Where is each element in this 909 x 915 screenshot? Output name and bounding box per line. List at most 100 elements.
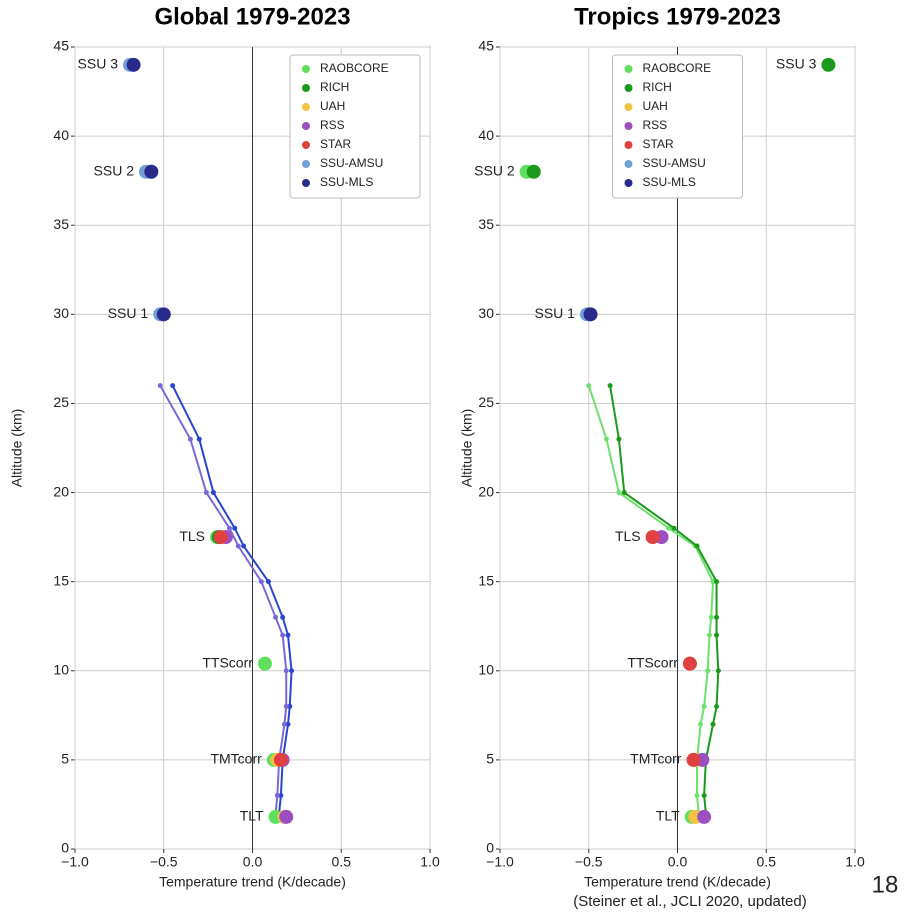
legend-marker <box>302 160 310 168</box>
x-tick-label: −1.0 <box>486 854 514 870</box>
profile-marker <box>236 544 241 549</box>
legend-label: RSS <box>643 118 668 132</box>
x-axis-label: Temperature trend (K/decade) <box>584 874 771 890</box>
legend-marker <box>625 160 633 168</box>
layer-label: SSU 3 <box>776 56 817 72</box>
x-tick-label: −1.0 <box>61 854 89 870</box>
legend-marker <box>625 179 633 187</box>
y-tick-label: 45 <box>53 38 69 54</box>
profile-marker <box>671 526 676 531</box>
y-tick-label: 35 <box>53 216 69 232</box>
profile-marker <box>286 633 291 638</box>
y-tick-label: 35 <box>478 216 494 232</box>
legend-label: RAOBCORE <box>643 61 712 75</box>
x-tick-label: −0.5 <box>575 854 603 870</box>
profile-marker <box>695 544 700 549</box>
chart-title: Global 1979-2023 <box>154 3 350 30</box>
layer-label: TTScorr <box>627 654 678 670</box>
x-tick-label: 1.0 <box>420 854 440 870</box>
point <box>686 753 700 767</box>
legend-marker <box>625 141 633 149</box>
profile-marker <box>711 722 716 727</box>
legend-label: SSU-MLS <box>643 175 696 189</box>
y-tick-label: 30 <box>53 305 69 321</box>
citation: (Steiner et al., JCLI 2020, updated) <box>573 893 806 910</box>
profile-marker <box>188 437 193 442</box>
point <box>274 753 288 767</box>
y-tick-label: 5 <box>61 751 69 767</box>
profile-marker <box>204 490 209 495</box>
profile-marker <box>714 633 719 638</box>
legend-label: UAH <box>643 99 668 113</box>
profile-marker <box>170 383 175 388</box>
profile-marker <box>608 383 613 388</box>
layer-label: SSU 2 <box>94 162 135 178</box>
legend-marker <box>302 103 310 111</box>
legend-label: STAR <box>320 137 351 151</box>
y-tick-label: 25 <box>478 394 494 410</box>
point <box>157 307 171 321</box>
profile-marker <box>714 615 719 620</box>
profile-marker <box>622 490 627 495</box>
profile-marker <box>211 490 216 495</box>
y-tick-label: 40 <box>53 127 69 143</box>
profile-marker <box>289 668 294 673</box>
profile-marker <box>241 544 246 549</box>
profile-marker <box>698 722 703 727</box>
profile-marker <box>586 383 591 388</box>
point <box>646 530 660 544</box>
legend-marker <box>302 84 310 92</box>
y-tick-label: 15 <box>53 572 69 588</box>
y-tick-label: 40 <box>478 127 494 143</box>
legend-marker <box>625 103 633 111</box>
y-tick-label: 5 <box>486 751 494 767</box>
x-tick-label: 0.5 <box>332 854 352 870</box>
legend-label: SSU-AMSU <box>643 156 706 170</box>
profile-marker <box>705 668 710 673</box>
layer-label: TLT <box>240 808 264 824</box>
y-tick-label: 25 <box>53 394 69 410</box>
point <box>214 530 228 544</box>
layer-label: TLS <box>179 528 205 544</box>
profile-marker <box>227 526 232 531</box>
legend-marker <box>625 122 633 130</box>
layer-label: TMTcorr <box>630 751 682 767</box>
y-tick-label: 10 <box>53 661 69 677</box>
layer-label: SSU 3 <box>78 56 119 72</box>
x-tick-label: −0.5 <box>150 854 178 870</box>
profile-marker <box>702 704 707 709</box>
profile-marker <box>707 633 712 638</box>
legend-marker <box>625 84 633 92</box>
y-tick-label: 45 <box>478 38 494 54</box>
layer-label: TTScorr <box>202 654 253 670</box>
legend-marker <box>302 65 310 73</box>
profile-marker <box>273 615 278 620</box>
point <box>697 810 711 824</box>
legend-label: RAOBCORE <box>320 61 389 75</box>
page-number: 18 <box>872 871 899 898</box>
layer-label: SSU 1 <box>108 305 149 321</box>
profile-marker <box>282 722 287 727</box>
profile-marker <box>284 704 289 709</box>
profile-marker <box>604 437 609 442</box>
profile-marker <box>714 579 719 584</box>
legend-label: SSU-AMSU <box>320 156 383 170</box>
profile-marker <box>714 704 719 709</box>
profile-marker <box>280 615 285 620</box>
profile-marker <box>259 579 264 584</box>
x-tick-label: 1.0 <box>845 854 865 870</box>
legend-label: UAH <box>320 99 345 113</box>
legend-marker <box>302 122 310 130</box>
profile-marker <box>197 437 202 442</box>
point <box>144 165 158 179</box>
legend-label: RICH <box>643 80 672 94</box>
y-tick-label: 15 <box>478 572 494 588</box>
chart-title: Tropics 1979-2023 <box>574 3 781 30</box>
point <box>527 165 541 179</box>
legend-label: RICH <box>320 80 349 94</box>
slide: (Steiner et al., JCLI 2020, updated) 18 … <box>0 0 909 915</box>
profile-marker <box>280 633 285 638</box>
y-axis-label: Altitude (km) <box>9 409 25 488</box>
profile-marker <box>275 793 280 798</box>
profile-marker <box>284 668 289 673</box>
